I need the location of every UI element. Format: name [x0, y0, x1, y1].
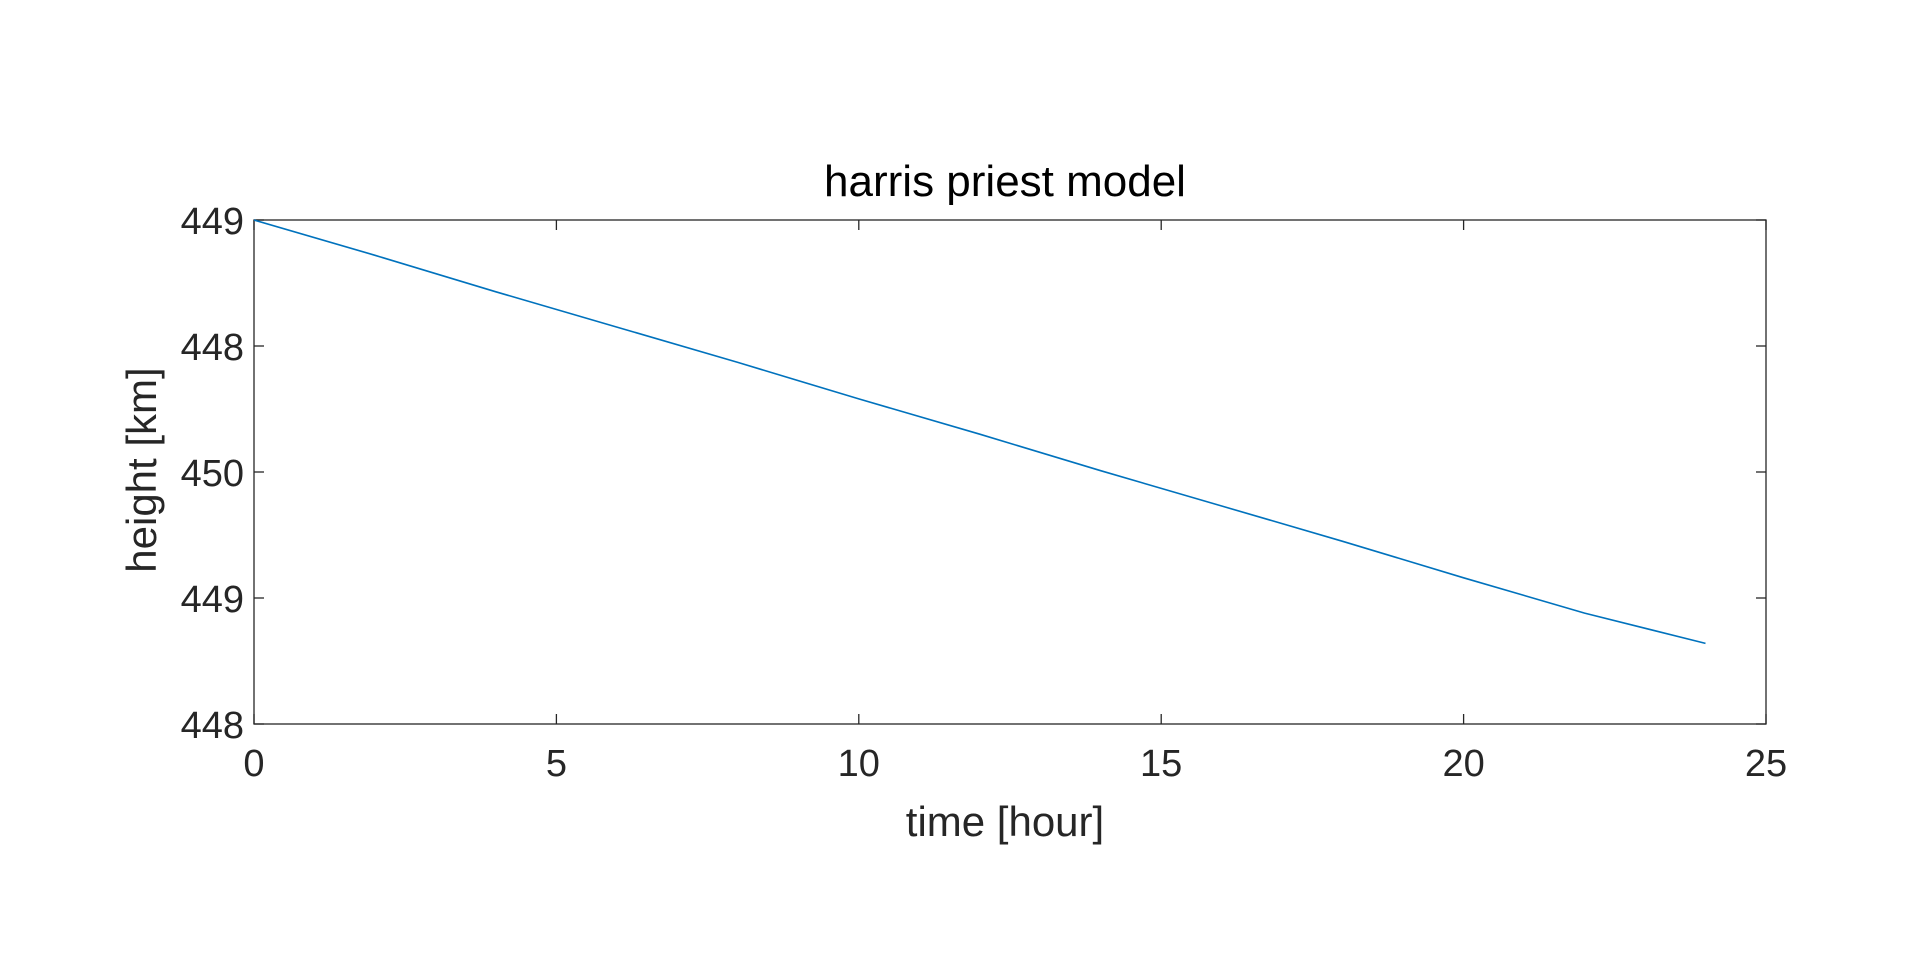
x-tick-label: 5	[546, 743, 567, 785]
series-line	[253, 219, 1706, 645]
x-tick-label: 25	[1745, 743, 1787, 785]
y-axis-label: height [km]	[118, 367, 165, 572]
plot-frame	[253, 219, 1767, 725]
y-tick-label: 450	[181, 453, 244, 495]
x-tick-label: 10	[838, 743, 880, 785]
x-axis-label: time [hour]	[906, 798, 1104, 845]
chart-title: harris priest model	[824, 157, 1186, 206]
x-tick-label: 20	[1442, 743, 1484, 785]
plot-area	[253, 219, 1767, 725]
y-tick-label: 448	[181, 327, 244, 369]
x-tick-label: 0	[243, 743, 264, 785]
axis-ticks: 0 5 10 15 20 25 448 449 450 448 449	[181, 201, 1788, 785]
series-layer	[253, 219, 1706, 645]
y-tick-label: 448	[181, 705, 244, 747]
y-tick-label: 449	[181, 579, 244, 621]
y-tick-label: 449	[181, 201, 244, 243]
x-tick-label: 15	[1140, 743, 1182, 785]
